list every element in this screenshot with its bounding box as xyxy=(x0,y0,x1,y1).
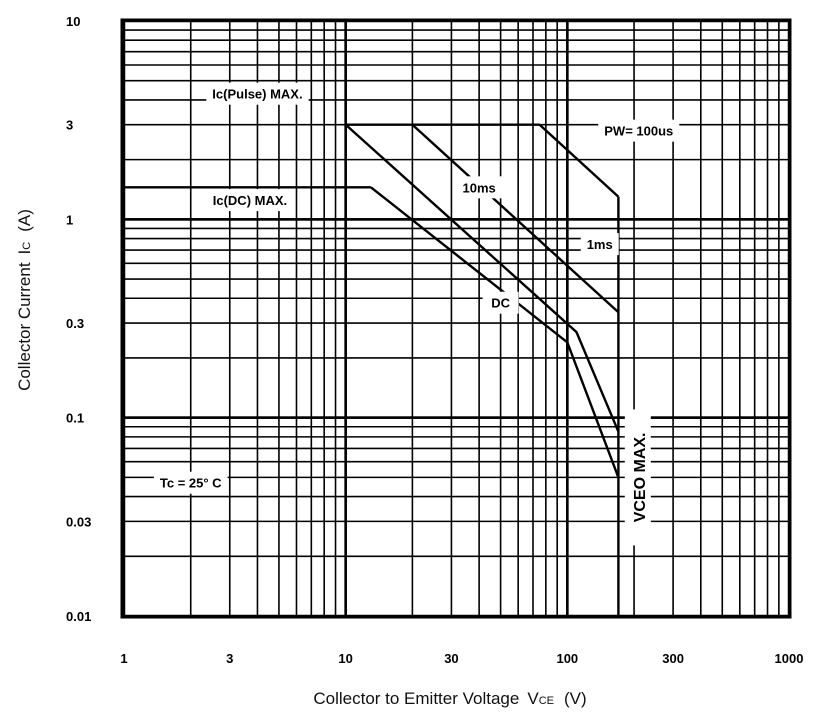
annotation-label: Ic(Pulse) MAX. xyxy=(206,82,309,105)
annotation-label: Ic(DC) MAX. xyxy=(206,189,294,212)
y-tick-label: 10 xyxy=(66,14,80,29)
x-tick-label: 1000 xyxy=(775,651,804,666)
annotation-label: Tc = 25° C xyxy=(153,471,228,494)
x-tick-label: 10 xyxy=(338,651,352,666)
x-tick-label: 3 xyxy=(226,651,233,666)
minor-gridlines xyxy=(124,21,789,616)
series-line-10ms xyxy=(344,123,620,433)
series-line-dc xyxy=(370,186,620,478)
annotation-label-text: 1ms xyxy=(587,237,613,252)
annotation-label-text: DC xyxy=(491,296,510,311)
y-tick-label: 0.3 xyxy=(66,316,84,331)
series-line-pw-100us xyxy=(538,123,620,198)
y-tick-label: 1 xyxy=(66,212,73,227)
annotation-label-background xyxy=(153,471,228,494)
y-tick-label: 3 xyxy=(66,118,73,133)
x-tick-label: 100 xyxy=(556,651,578,666)
annotation-label-background xyxy=(482,291,519,314)
annotation-label: PW= 100us xyxy=(598,119,680,142)
series-line-1ms xyxy=(411,123,620,314)
x-tick-label: 1 xyxy=(120,651,127,666)
plot-frame xyxy=(120,18,792,619)
x-tick-label: 30 xyxy=(444,651,458,666)
annotation-label-text: VCEO MAX. xyxy=(632,433,649,523)
x-tick-labels: 1 3 10 30 100 300 1000 xyxy=(120,651,803,666)
annotation-label-text: Tc = 25° C xyxy=(160,476,222,491)
annotation-label-background xyxy=(206,82,309,105)
annotation-label: DC xyxy=(482,291,519,314)
annotation-label-background xyxy=(624,409,651,546)
annotation-labels: Ic(Pulse) MAX. Ic(DC) MAX. PW= 100us 10ms 1m… xyxy=(153,82,680,546)
annotation-label-background xyxy=(580,233,619,256)
y-tick-label: 0.03 xyxy=(66,514,91,529)
annotation-label-text: 10ms xyxy=(462,180,495,195)
annotation-label-background xyxy=(456,176,502,199)
annotation-label: 10ms xyxy=(456,176,502,199)
annotation-label-background xyxy=(206,189,294,212)
x-tick-label: 300 xyxy=(662,651,684,666)
y-axis-title: Collector CurrentIC(A) xyxy=(15,209,34,391)
annotation-label-background xyxy=(598,119,680,142)
annotation-label: VCEO MAX. xyxy=(624,409,651,546)
major-gridlines xyxy=(122,19,791,618)
annotation-label: 1ms xyxy=(580,233,619,256)
y-tick-label: 0.1 xyxy=(66,411,84,426)
annotation-label-text: Ic(DC) MAX. xyxy=(213,193,287,208)
series-lines xyxy=(124,123,620,616)
annotation-label-text: PW= 100us xyxy=(604,124,673,139)
annotation-label-text: Ic(Pulse) MAX. xyxy=(212,87,302,102)
x-axis-title: Collector to Emitter Voltage VCE (V) xyxy=(313,689,586,708)
y-tick-label: 0.01 xyxy=(66,609,91,624)
y-tick-labels: 10 3 1 0.3 0.1 0.03 0.01 xyxy=(66,14,91,624)
